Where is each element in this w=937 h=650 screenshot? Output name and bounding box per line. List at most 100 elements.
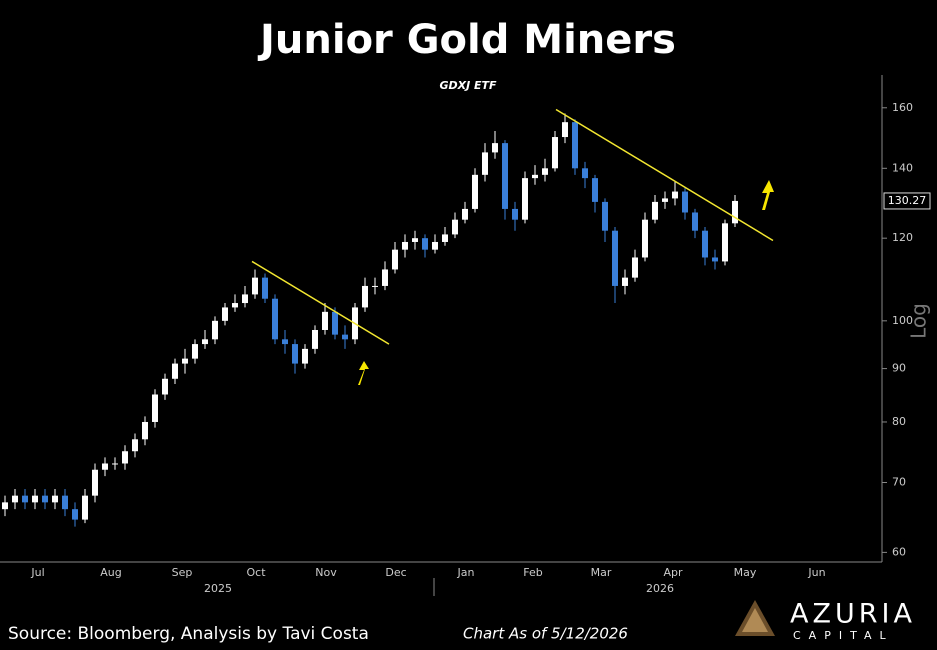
candle-body — [462, 208, 468, 220]
candle-body — [662, 198, 668, 202]
candle-body — [332, 311, 338, 335]
y-tick-label: 80 — [892, 415, 906, 428]
candle-body — [712, 257, 718, 262]
candle-body — [432, 241, 438, 250]
candle-body — [582, 168, 588, 179]
candle-body — [622, 277, 628, 286]
candle-body — [732, 200, 738, 224]
candle-body — [92, 469, 98, 496]
candle-body — [312, 329, 318, 349]
candle-body — [492, 143, 498, 153]
candle-body — [62, 495, 68, 510]
candle-body — [512, 208, 518, 220]
candle-body — [572, 122, 578, 169]
candle-body — [692, 212, 698, 231]
logo-mark — [742, 608, 768, 632]
candle-body — [442, 234, 448, 242]
candle-body — [702, 230, 708, 258]
candle-body — [372, 285, 378, 287]
trend-line — [251, 260, 390, 345]
arrow — [358, 361, 369, 385]
candle-body — [212, 320, 218, 340]
candle-body — [342, 334, 348, 340]
scale-label: Log — [907, 303, 931, 339]
year-label: 2025 — [204, 582, 232, 595]
chart-title: Junior Gold Miners — [257, 17, 676, 63]
logo: AZURIA CAPITAL — [735, 599, 916, 642]
x-tick-label: Nov — [315, 566, 337, 579]
candle-body — [222, 307, 228, 321]
candle-body — [22, 495, 28, 503]
candle-body — [232, 303, 238, 308]
candle-body — [722, 223, 728, 262]
candle-body — [82, 495, 88, 520]
candle-body — [562, 122, 568, 138]
candle-body — [592, 178, 598, 202]
x-tick-label: Sep — [172, 566, 193, 579]
candle-body — [72, 509, 78, 520]
y-tick-label: 90 — [892, 362, 906, 375]
candle-body — [452, 219, 458, 235]
candle-body — [642, 219, 648, 258]
as-of-note: Chart As of 5/12/2026 — [463, 625, 628, 643]
y-tick-label: 160 — [892, 101, 913, 114]
candle-body — [292, 344, 298, 364]
y-tick-label: 120 — [892, 231, 913, 244]
year-label: 2026 — [646, 582, 674, 595]
brand-name: AZURIA — [790, 599, 916, 630]
arrow — [762, 180, 774, 210]
candle-body — [672, 191, 678, 199]
candle-body — [52, 495, 58, 503]
last-price-label: 130.27 — [888, 194, 927, 207]
candle-body — [682, 191, 688, 213]
candle-body — [632, 257, 638, 278]
candle-body — [552, 137, 558, 169]
candle-body — [522, 178, 528, 220]
x-tick-label: Jul — [30, 566, 44, 579]
candle-body — [142, 421, 148, 440]
x-tick-label: Jan — [457, 566, 475, 579]
candle-body — [532, 174, 538, 179]
candle-body — [542, 168, 548, 175]
x-tick-label: Oct — [246, 566, 266, 579]
candle-body — [192, 344, 198, 359]
candle-body — [172, 363, 178, 379]
candle-body — [382, 269, 388, 286]
candle-body — [422, 238, 428, 250]
candle-body — [362, 285, 368, 308]
y-tick-label: 60 — [892, 545, 906, 558]
x-tick-label: Apr — [663, 566, 683, 579]
last-price-box — [883, 192, 931, 210]
candle-body — [2, 502, 8, 510]
candle-body — [302, 348, 308, 364]
candle-body — [252, 277, 258, 295]
candle-body — [152, 394, 158, 422]
candle-body — [32, 495, 38, 503]
x-tick-label: May — [734, 566, 757, 579]
candle-body — [612, 230, 618, 286]
candle-body — [182, 358, 188, 364]
candle-body — [272, 298, 278, 340]
chart-subtitle: GDXJ ETF — [439, 79, 497, 92]
candle-body — [412, 238, 418, 242]
candle-body — [242, 294, 248, 304]
x-tick-label: Jun — [807, 566, 825, 579]
candle-body — [102, 463, 108, 470]
candle-body — [162, 378, 168, 395]
brand-sub: CAPITAL — [793, 629, 894, 642]
candle-body — [122, 451, 128, 464]
candle-body — [392, 249, 398, 270]
source-note: Source: Bloomberg, Analysis by Tavi Cost… — [8, 624, 369, 644]
x-tick-label: Dec — [385, 566, 406, 579]
candle-body — [322, 311, 328, 330]
candle-body — [472, 174, 478, 209]
y-tick-label: 100 — [892, 314, 913, 327]
candle-body — [12, 495, 18, 503]
candle-body — [402, 241, 408, 250]
y-tick-label: 70 — [892, 476, 906, 489]
candle-body — [282, 339, 288, 345]
candle-body — [42, 495, 48, 503]
